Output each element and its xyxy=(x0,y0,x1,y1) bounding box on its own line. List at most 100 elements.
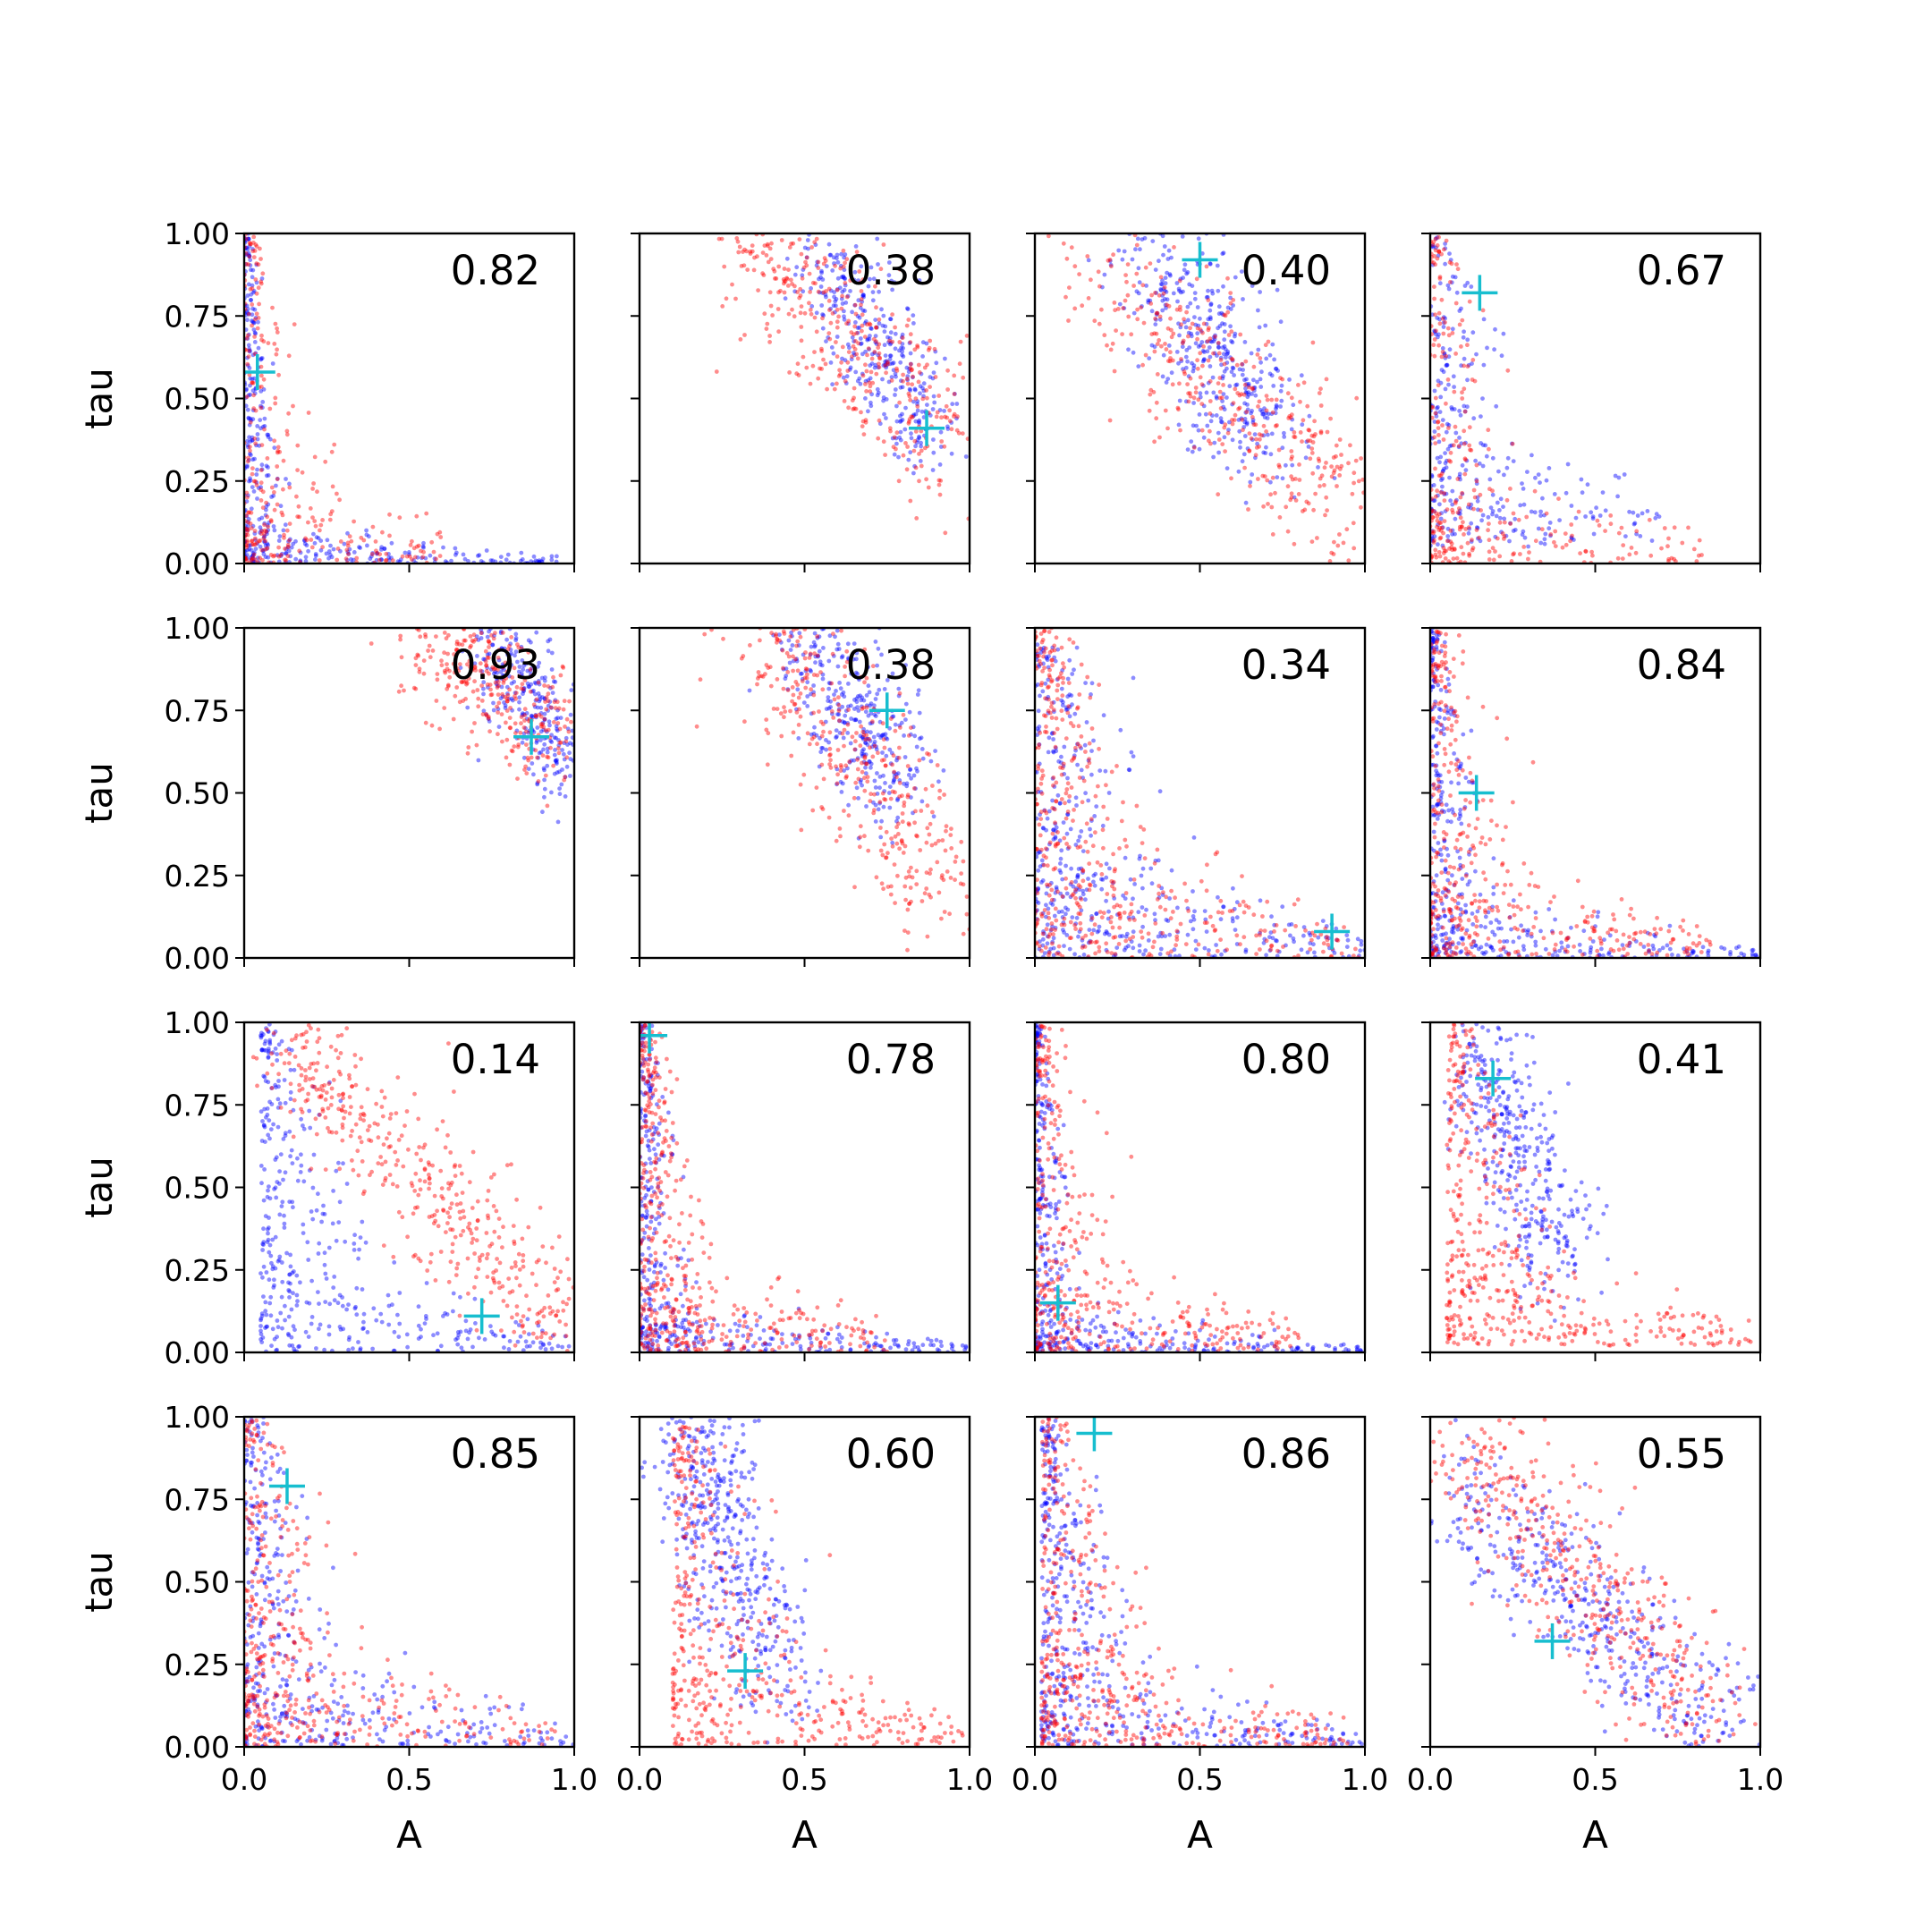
red-point xyxy=(795,639,801,644)
blue-point xyxy=(845,721,851,725)
blue-point xyxy=(828,252,834,258)
blue-point xyxy=(258,418,263,422)
blue-point xyxy=(868,721,873,726)
red-point xyxy=(1433,411,1438,416)
blue-point xyxy=(862,309,868,314)
blue-point xyxy=(549,740,555,744)
blue-point xyxy=(1344,945,1350,949)
red-point xyxy=(827,762,832,767)
red-point xyxy=(1459,545,1464,550)
blue-point xyxy=(500,694,505,699)
blue-point xyxy=(1217,324,1223,328)
blue-point xyxy=(248,376,253,381)
blue-point xyxy=(1266,411,1271,417)
blue-point xyxy=(917,421,922,426)
blue-point xyxy=(800,273,805,278)
red-point xyxy=(445,662,449,666)
blue-point xyxy=(1196,344,1201,349)
blue-point xyxy=(1154,312,1159,318)
blue-point xyxy=(1543,531,1548,537)
red-point xyxy=(1111,879,1116,885)
blue-point xyxy=(811,683,816,688)
blue-point xyxy=(813,654,818,659)
red-point xyxy=(1063,876,1068,881)
blue-point xyxy=(1040,878,1046,883)
red-point xyxy=(1335,937,1339,943)
blue-point xyxy=(954,402,960,406)
red-point xyxy=(1205,862,1209,868)
blue-point xyxy=(1088,938,1093,944)
blue-point xyxy=(564,735,569,741)
blue-point xyxy=(245,438,250,444)
red-point xyxy=(1359,504,1363,510)
red-point xyxy=(280,513,285,518)
red-point xyxy=(496,732,500,737)
red-point xyxy=(375,551,379,555)
red-point xyxy=(519,686,524,691)
red-point xyxy=(276,545,281,550)
blue-point xyxy=(921,381,927,386)
blue-point xyxy=(1037,664,1042,669)
red-point xyxy=(959,839,964,844)
red-point xyxy=(1125,292,1131,298)
red-point xyxy=(1462,532,1466,537)
red-point xyxy=(253,557,258,563)
blue-point xyxy=(870,298,876,303)
blue-point xyxy=(914,766,919,771)
blue-point xyxy=(1221,250,1226,256)
red-point xyxy=(504,737,510,742)
red-point xyxy=(479,683,484,688)
blue-point xyxy=(783,296,788,301)
blue-point xyxy=(1494,513,1499,519)
red-point xyxy=(1059,671,1063,676)
blue-point xyxy=(908,767,912,772)
red-point xyxy=(819,733,825,739)
red-point xyxy=(745,267,750,272)
red-point xyxy=(1337,437,1343,442)
blue-point xyxy=(1130,257,1135,262)
red-point xyxy=(840,731,845,736)
red-point xyxy=(1229,476,1233,481)
blue-point xyxy=(1059,698,1064,703)
blue-point xyxy=(247,253,251,258)
blue-point xyxy=(1580,490,1585,496)
red-point xyxy=(1154,331,1159,336)
red-point xyxy=(874,339,878,344)
blue-point xyxy=(565,726,571,732)
red-point xyxy=(246,527,250,532)
red-point xyxy=(1055,676,1061,681)
blue-point xyxy=(1536,472,1541,477)
blue-point xyxy=(1239,269,1244,274)
blue-point xyxy=(839,251,843,257)
red-point xyxy=(284,432,290,437)
red-point xyxy=(507,762,513,767)
blue-point xyxy=(817,764,822,769)
red-point xyxy=(1699,553,1704,557)
blue-point xyxy=(863,349,868,354)
blue-point xyxy=(1450,531,1454,537)
blue-point xyxy=(854,657,859,662)
red-point xyxy=(766,731,771,736)
red-point xyxy=(522,678,528,682)
blue-point xyxy=(1138,247,1142,252)
blue-point xyxy=(942,409,946,413)
blue-point xyxy=(931,437,936,442)
panel-4: 0.67 xyxy=(1421,232,1762,572)
blue-point xyxy=(884,416,888,420)
red-point xyxy=(513,721,518,726)
blue-point xyxy=(871,800,876,805)
red-point xyxy=(268,518,274,522)
blue-point xyxy=(1272,357,1276,362)
blue-point xyxy=(1475,495,1480,500)
blue-point xyxy=(1332,951,1337,955)
red-point xyxy=(1316,456,1321,462)
red-point xyxy=(1139,929,1144,934)
blue-point xyxy=(1240,362,1245,367)
red-point xyxy=(512,665,517,671)
blue-point xyxy=(841,274,846,279)
blue-point xyxy=(1149,881,1155,886)
red-point xyxy=(821,290,826,295)
red-point xyxy=(1339,453,1343,457)
blue-point xyxy=(564,764,570,769)
blue-point xyxy=(499,646,504,651)
